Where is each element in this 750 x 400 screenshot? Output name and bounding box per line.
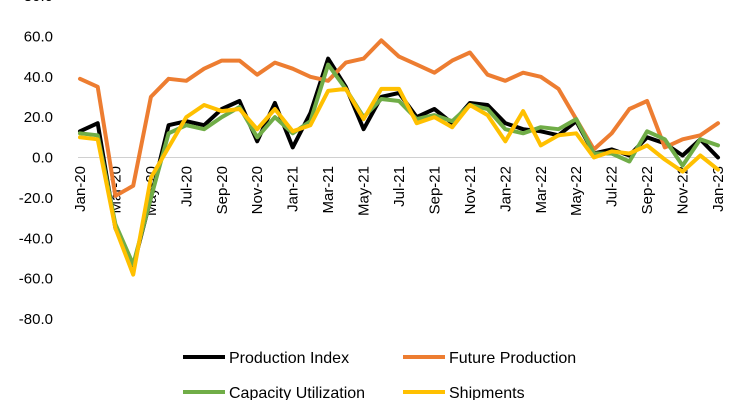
y-tick-label: -40.0 <box>19 230 53 247</box>
y-tick-label: 60.0 <box>24 28 53 45</box>
legend-label: Shipments <box>449 385 525 400</box>
legend-label: Capacity Utilization <box>229 385 365 400</box>
y-tick-label: -20.0 <box>19 190 53 207</box>
x-tick-label: Nov-22 <box>675 166 692 214</box>
y-tick-label: -80.0 <box>19 311 53 328</box>
y-tick-label: 80.0 <box>24 0 53 5</box>
x-tick-label: May-21 <box>356 166 373 216</box>
x-tick-label: Mar-21 <box>320 166 337 214</box>
legend: Production Index Future Production Capacit… <box>183 350 576 400</box>
x-tick-label: Jul-22 <box>604 166 621 207</box>
x-tick-label: Nov-21 <box>462 166 479 214</box>
x-tick-label: Jan-22 <box>497 166 514 212</box>
x-tick-label: Mar-22 <box>533 166 550 214</box>
x-tick-label: Jul-20 <box>178 166 195 207</box>
y-tick-label: 40.0 <box>24 69 53 86</box>
x-tick-label: Jul-21 <box>391 166 408 207</box>
legend-label: Production Index <box>229 350 349 367</box>
y-axis-ticks: 80.0 60.0 40.0 20.0 0.0 -20.0 -40.0 -60.0 -80.0 <box>19 0 53 328</box>
y-tick-label: 20.0 <box>24 109 53 126</box>
x-tick-label: Jan-23 <box>710 166 727 212</box>
x-tick-label: May-22 <box>568 166 585 216</box>
x-tick-label: Sep-21 <box>426 166 443 214</box>
x-tick-label: Jan-21 <box>285 166 302 212</box>
x-tick-label: Nov-20 <box>249 166 266 214</box>
x-tick-label: Sep-22 <box>639 166 656 214</box>
series-line-future-production <box>78 38 720 198</box>
y-tick-label: -60.0 <box>19 271 53 288</box>
legend-label: Future Production <box>449 350 576 367</box>
series-line-shipments <box>78 86 720 277</box>
x-tick-label: Sep-20 <box>214 166 231 214</box>
series-lines <box>78 38 720 277</box>
x-tick-label: Jan-20 <box>72 166 89 212</box>
x-axis-ticks: Jan-20 Mar-20 May-20 Jul-20 Sep-20 Nov-20 Jan-… <box>72 166 727 216</box>
y-tick-label: 0.0 <box>32 150 53 167</box>
